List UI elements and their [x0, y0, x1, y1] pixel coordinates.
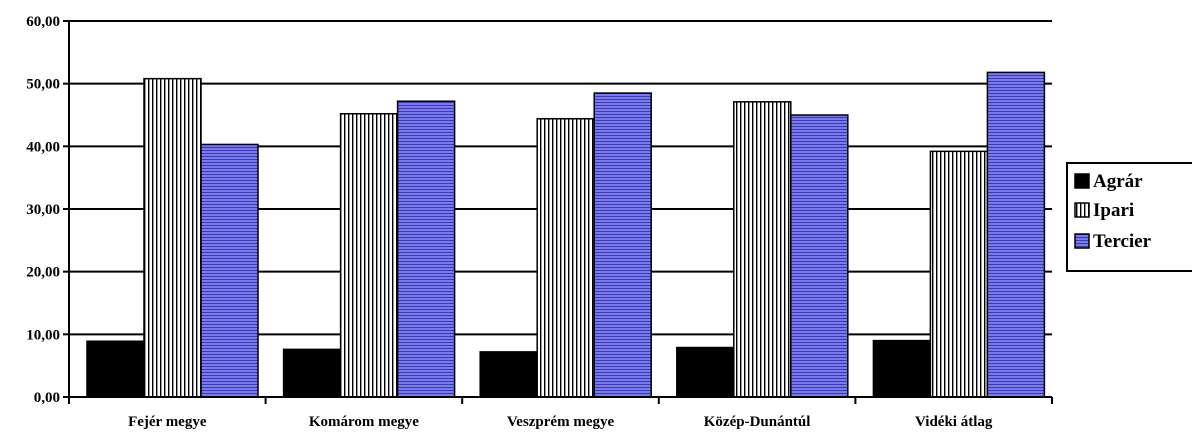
bar-tercier-4	[986, 71, 1046, 398]
bar-agrár-1	[282, 348, 342, 398]
category-label: Fejér megye	[128, 414, 207, 430]
legend-swatch-agrár	[1074, 173, 1090, 189]
category-label: Veszprém megye	[507, 414, 615, 430]
bar-ipari-4	[929, 150, 989, 398]
category-label: Vidéki átlag	[915, 414, 993, 430]
bar-ipari-0	[143, 77, 202, 398]
axis-labels: 0,00 10,00 20,00 30,00 40,00 50,00 60,00 Fejér …	[26, 14, 993, 430]
bar-ipari-3	[733, 101, 792, 398]
bar-agrár-4	[872, 339, 932, 398]
y-tick-label: 40,00	[26, 139, 60, 155]
bar-tercier-2	[593, 92, 652, 398]
y-tick-label: 30,00	[26, 202, 60, 218]
legend: Agrár Ipari Tercier	[1066, 162, 1192, 272]
bar-tercier-1	[396, 100, 456, 398]
bars	[86, 71, 1046, 398]
legend-swatch-tercier	[1074, 233, 1090, 249]
y-tick-label: 0,00	[34, 390, 60, 406]
legend-swatch-ipari	[1074, 202, 1090, 218]
category-label: Közép-Dunántúl	[704, 414, 811, 430]
y-tick-label: 10,00	[26, 327, 60, 343]
bar-agrár-2	[479, 351, 538, 398]
y-tick-label: 60,00	[26, 14, 60, 30]
legend-label-agrár: Agrár	[1093, 171, 1143, 192]
y-tick-label: 20,00	[26, 265, 60, 281]
category-label: Komárom megye	[309, 414, 419, 430]
bar-tercier-3	[790, 114, 849, 398]
bar-tercier-0	[200, 143, 259, 398]
bar-agrár-0	[86, 340, 145, 398]
bar-ipari-2	[536, 118, 595, 398]
axes	[63, 20, 1053, 404]
bar-agrár-3	[676, 346, 735, 398]
y-tick-label: 50,00	[26, 77, 60, 93]
legend-label-ipari: Ipari	[1093, 200, 1134, 221]
bar-ipari-1	[339, 112, 399, 398]
legend-label-tercier: Tercier	[1093, 231, 1152, 252]
